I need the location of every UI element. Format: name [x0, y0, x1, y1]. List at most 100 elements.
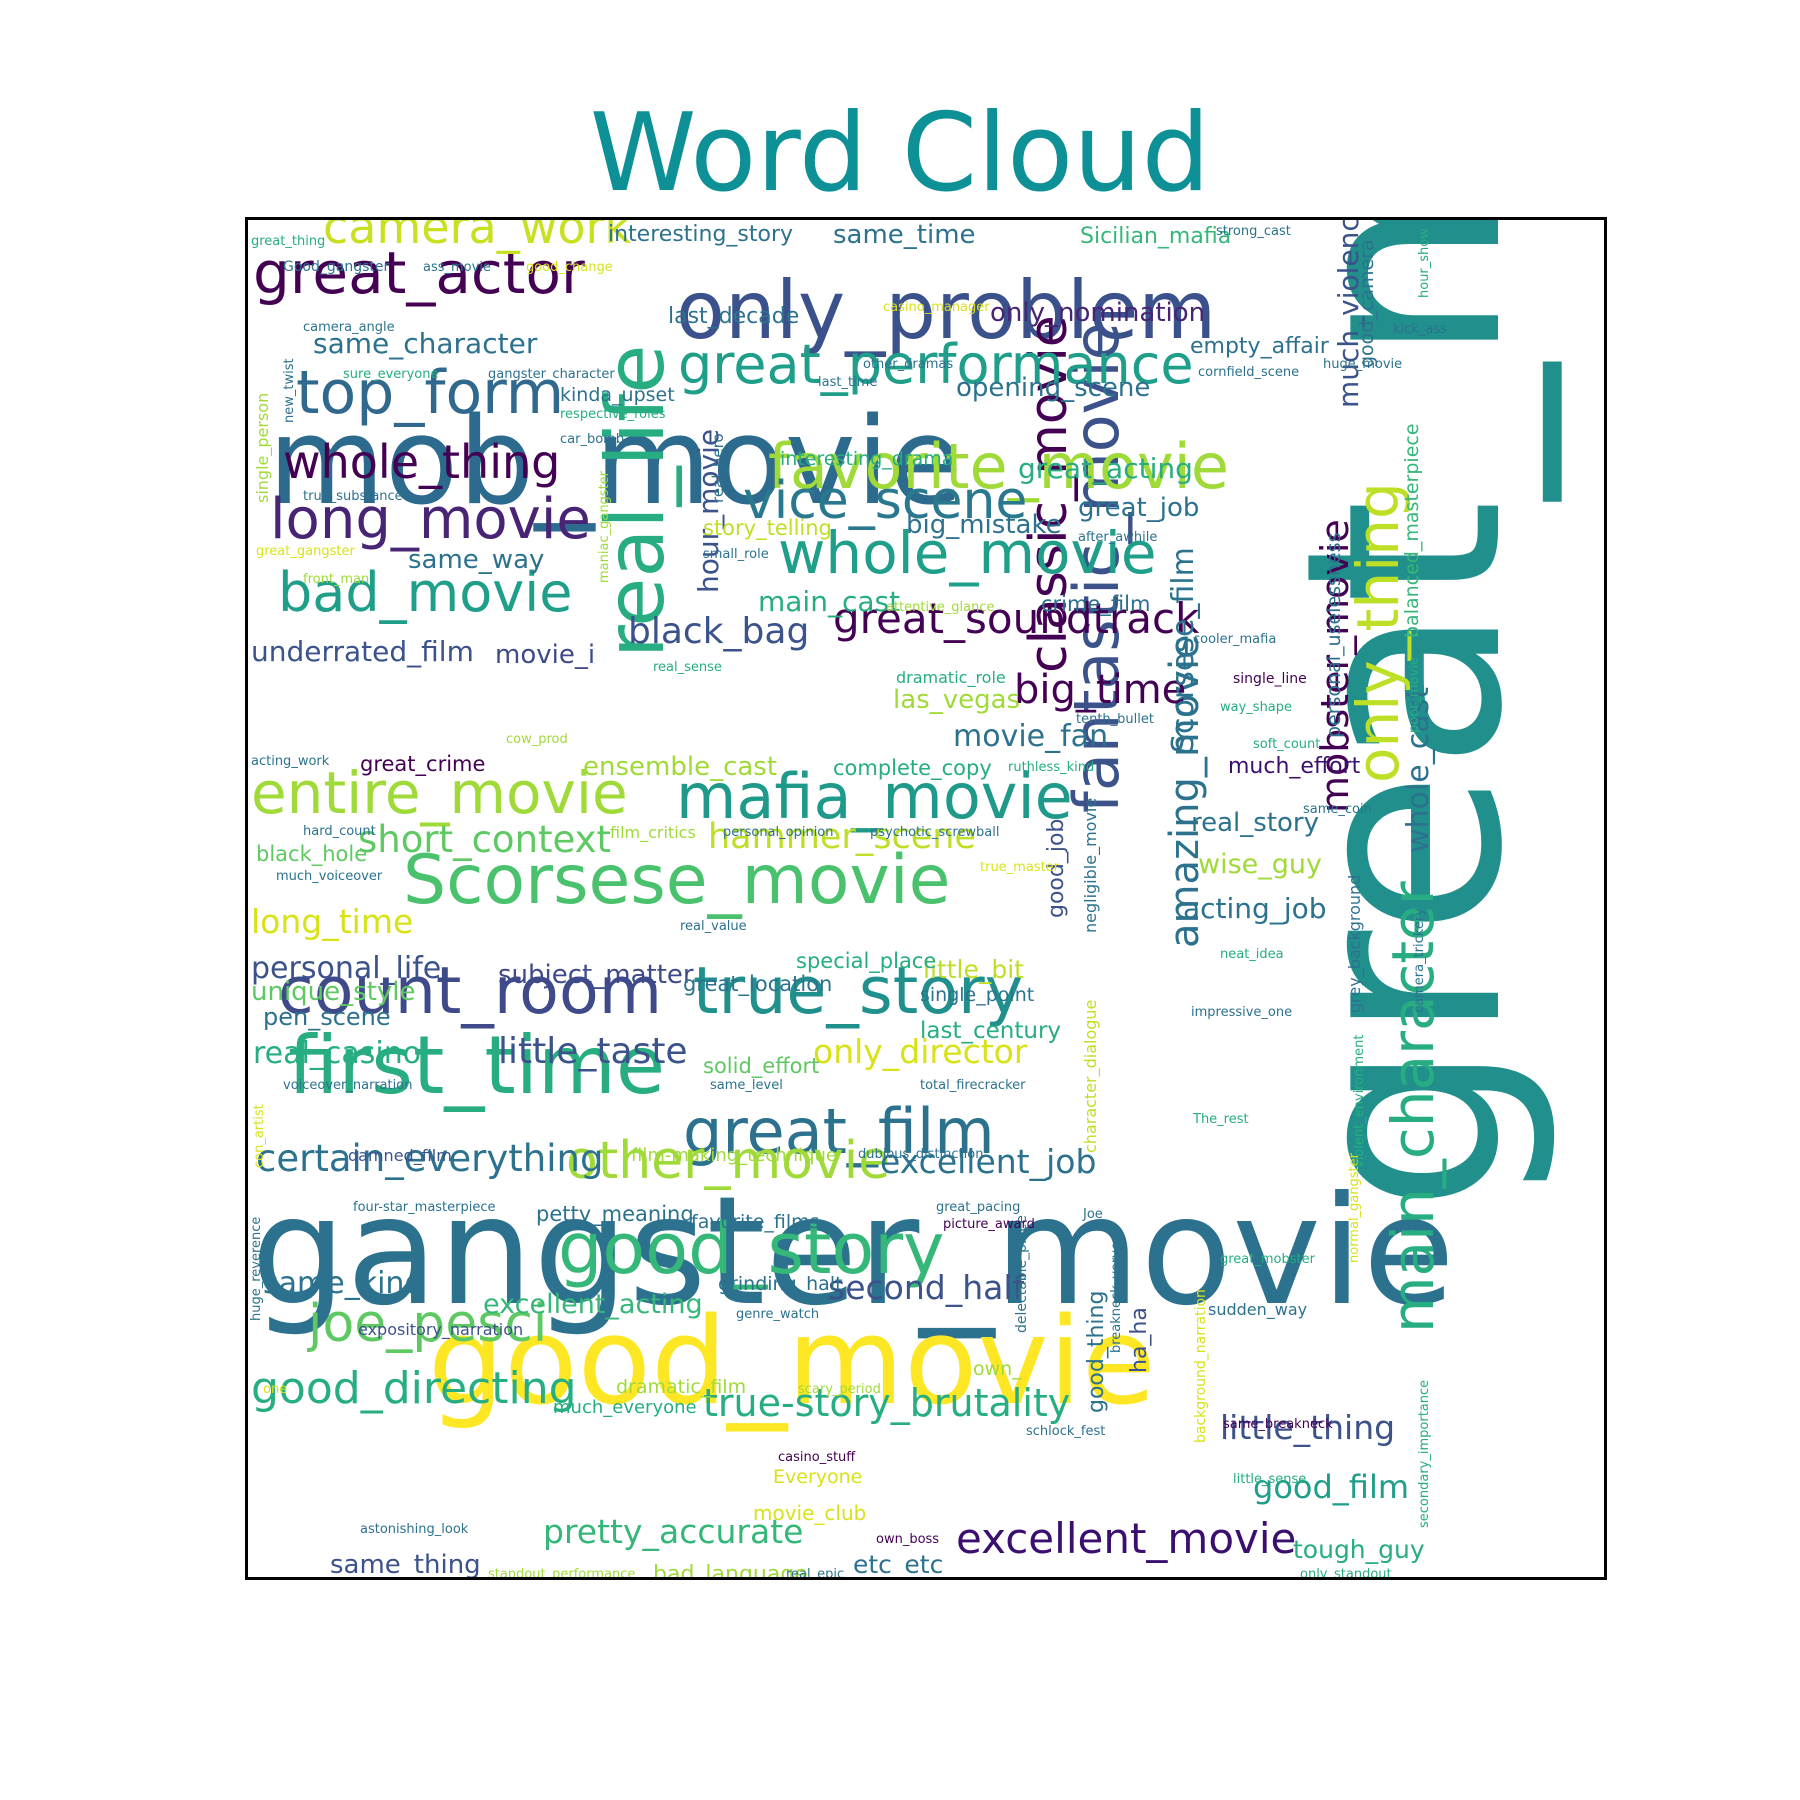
word-same-way: same_way — [408, 545, 544, 575]
word-excellent-movie: excellent_movie — [956, 1514, 1296, 1563]
word-true-story-brutality: true-story_brutality — [703, 1381, 1070, 1425]
word-camera-trickery: camera_trickery — [1412, 908, 1427, 1013]
word-con-artist: con_artist — [252, 1104, 267, 1168]
word-way-shape: way_shape — [1220, 700, 1292, 715]
word-whole-thing: whole_thing — [283, 435, 560, 489]
word-the-rest: The_rest — [1192, 1112, 1249, 1127]
word-movie-club: movie_club — [753, 1501, 866, 1525]
word-same-character: same_character — [313, 327, 538, 360]
word-psychotic-screwball: psychotic_screwball — [870, 825, 999, 840]
word-single-line: single_line — [1233, 671, 1307, 687]
word-cooler-mafia: cooler_mafia — [1193, 632, 1276, 647]
word-total-firecracker: total_firecracker — [920, 1078, 1026, 1093]
word-underrated-film: underrated_film — [251, 635, 474, 668]
word-only-problem: only_problem — [676, 264, 1216, 357]
word-empty-affair: empty_affair — [1190, 334, 1330, 359]
word-great-gangster: great_gangster — [256, 544, 355, 559]
word-film-critics: film_critics — [610, 823, 696, 843]
word-poor-movie: poor_movie — [1407, 657, 1422, 733]
word-whole-movie: whole_movie — [778, 519, 1157, 587]
word-cornfield-scene: cornfield_scene — [1198, 365, 1299, 380]
word-picture-award: picture_award — [943, 1217, 1035, 1232]
word-neat-idea: neat_idea — [1220, 947, 1284, 962]
word-great-movie: great_movie — [1247, 220, 1566, 1213]
word-hour-show: hour_show — [1417, 228, 1432, 298]
word-camera-work: camera_work — [323, 220, 631, 254]
word-great-job: great_job — [1078, 493, 1199, 523]
word-tenth-bullet: tenth_bullet — [1076, 712, 1154, 727]
word-personal-uselessness: personal_uselessness — [1323, 533, 1345, 738]
word-same-breakneck: same_breakneck — [1223, 1417, 1333, 1432]
word-good-camera: good_camera — [1356, 239, 1378, 368]
word-real-value: real_value — [680, 919, 747, 934]
word-scorsese-film: Scorsese_film — [1166, 547, 1201, 753]
word-standout-performance: standout_performance — [488, 1567, 635, 1577]
word-only-standout: only_standout — [1300, 1567, 1392, 1577]
word-violent-environment: violent_environment — [1352, 1035, 1367, 1169]
word-casino-manager: casino_manager — [883, 300, 990, 315]
word-scary-period: scary_period — [798, 1382, 881, 1397]
word-maniac-gangster: maniac_gangster — [597, 470, 612, 583]
word-other-dramas: other_dramas — [863, 357, 953, 372]
word-last-century: last_century — [920, 1018, 1061, 1044]
word-short-context: short_context — [358, 818, 611, 861]
word-bad-language: bad_language — [653, 1562, 808, 1577]
word-little-taste: little_taste — [498, 1031, 688, 1072]
word-pen-scene: pen_scene — [263, 1003, 391, 1031]
word-much-effort: much_effort — [1228, 754, 1361, 779]
word-dubious-distinction: dubious_distinction — [858, 1147, 983, 1162]
word-cloud-frame: great_movie gangster_movie mob_movie good_m… — [245, 217, 1607, 1580]
word-long-time: long_time — [251, 902, 413, 941]
word-camera-angle: camera_angle — [303, 320, 395, 335]
word-pretty-accurate: pretty_accurate — [543, 1512, 803, 1551]
word-schlock-fest: schlock_fest — [1026, 1424, 1105, 1439]
word-movie-fan: movie_fan — [953, 719, 1108, 754]
word-true-story: true_story — [693, 954, 1023, 1029]
word-mobster-movie: mobster_movie — [1313, 519, 1357, 813]
word-impressive-one: impressive_one — [1191, 1005, 1292, 1020]
chart-title: Word Cloud — [589, 91, 1211, 216]
word-good-job: good_job — [1044, 819, 1069, 918]
word-great-pacing: great_pacing — [936, 1200, 1020, 1215]
word-gangster-character: gangster_character — [488, 367, 615, 382]
word-great-actor: great_actor — [253, 239, 585, 307]
word-last-time: last_time — [818, 375, 877, 390]
word-single-person: single_person — [253, 393, 273, 503]
word-kick-ass: kick_ass — [1393, 322, 1447, 337]
word-main-cast: main_cast — [758, 585, 900, 618]
word-first-time: first_time — [288, 1019, 665, 1112]
word-other-movie: other_movie — [566, 1131, 890, 1191]
word-real-life: real_life — [589, 345, 682, 658]
word-classic-movie: classic_movie — [1019, 315, 1079, 673]
word-secondary-importance: secondary_importance — [1417, 1380, 1432, 1528]
word-casino-stuff: casino_stuff — [778, 1450, 856, 1465]
word-background-narration: background_narration — [1193, 1289, 1209, 1443]
word-certain-everything: certain_everything — [256, 1137, 603, 1180]
word-mob-movie: mob_movie — [268, 393, 963, 532]
word-front-man: front_man — [303, 572, 369, 587]
word-same-thing: same_thing — [330, 1550, 481, 1577]
word-complete-copy: complete_copy — [833, 756, 992, 781]
word-excellent-job: excellent_job — [880, 1142, 1096, 1181]
word-attentive-glance: attentive_glance — [886, 600, 995, 615]
word-only-director: only_director — [813, 1032, 1028, 1071]
word-real-story: real_story — [1191, 808, 1319, 838]
word-acting-work: acting_work — [251, 754, 330, 769]
word-personal-opinion: personal_opinion — [723, 825, 834, 840]
word-special-place: special_place — [796, 949, 936, 974]
word-hard-count: hard_count — [303, 824, 376, 839]
word-black-hole: black_hole — [256, 842, 367, 867]
word-little-thing: little_thing — [1220, 1408, 1395, 1447]
word-only-thing: only_thing — [1344, 482, 1412, 783]
word-second-half: second_half — [828, 1268, 1025, 1307]
word-dramatic-role: dramatic_role — [896, 668, 1006, 688]
word-breakneck-verve: breakneck_verve — [1109, 1242, 1124, 1353]
word-much-voiceover: much_voiceover — [276, 869, 383, 884]
word-strong-cast: strong_cast — [1216, 224, 1291, 239]
word-great-thing: great_thing — [251, 234, 325, 249]
word-real-sense: real_sense — [653, 660, 722, 675]
word-sure-everyone: sure_everyone — [343, 367, 439, 382]
word-ha-ha: ha_ha — [1127, 1307, 1152, 1373]
word-own-boss: own_boss — [876, 1532, 939, 1547]
